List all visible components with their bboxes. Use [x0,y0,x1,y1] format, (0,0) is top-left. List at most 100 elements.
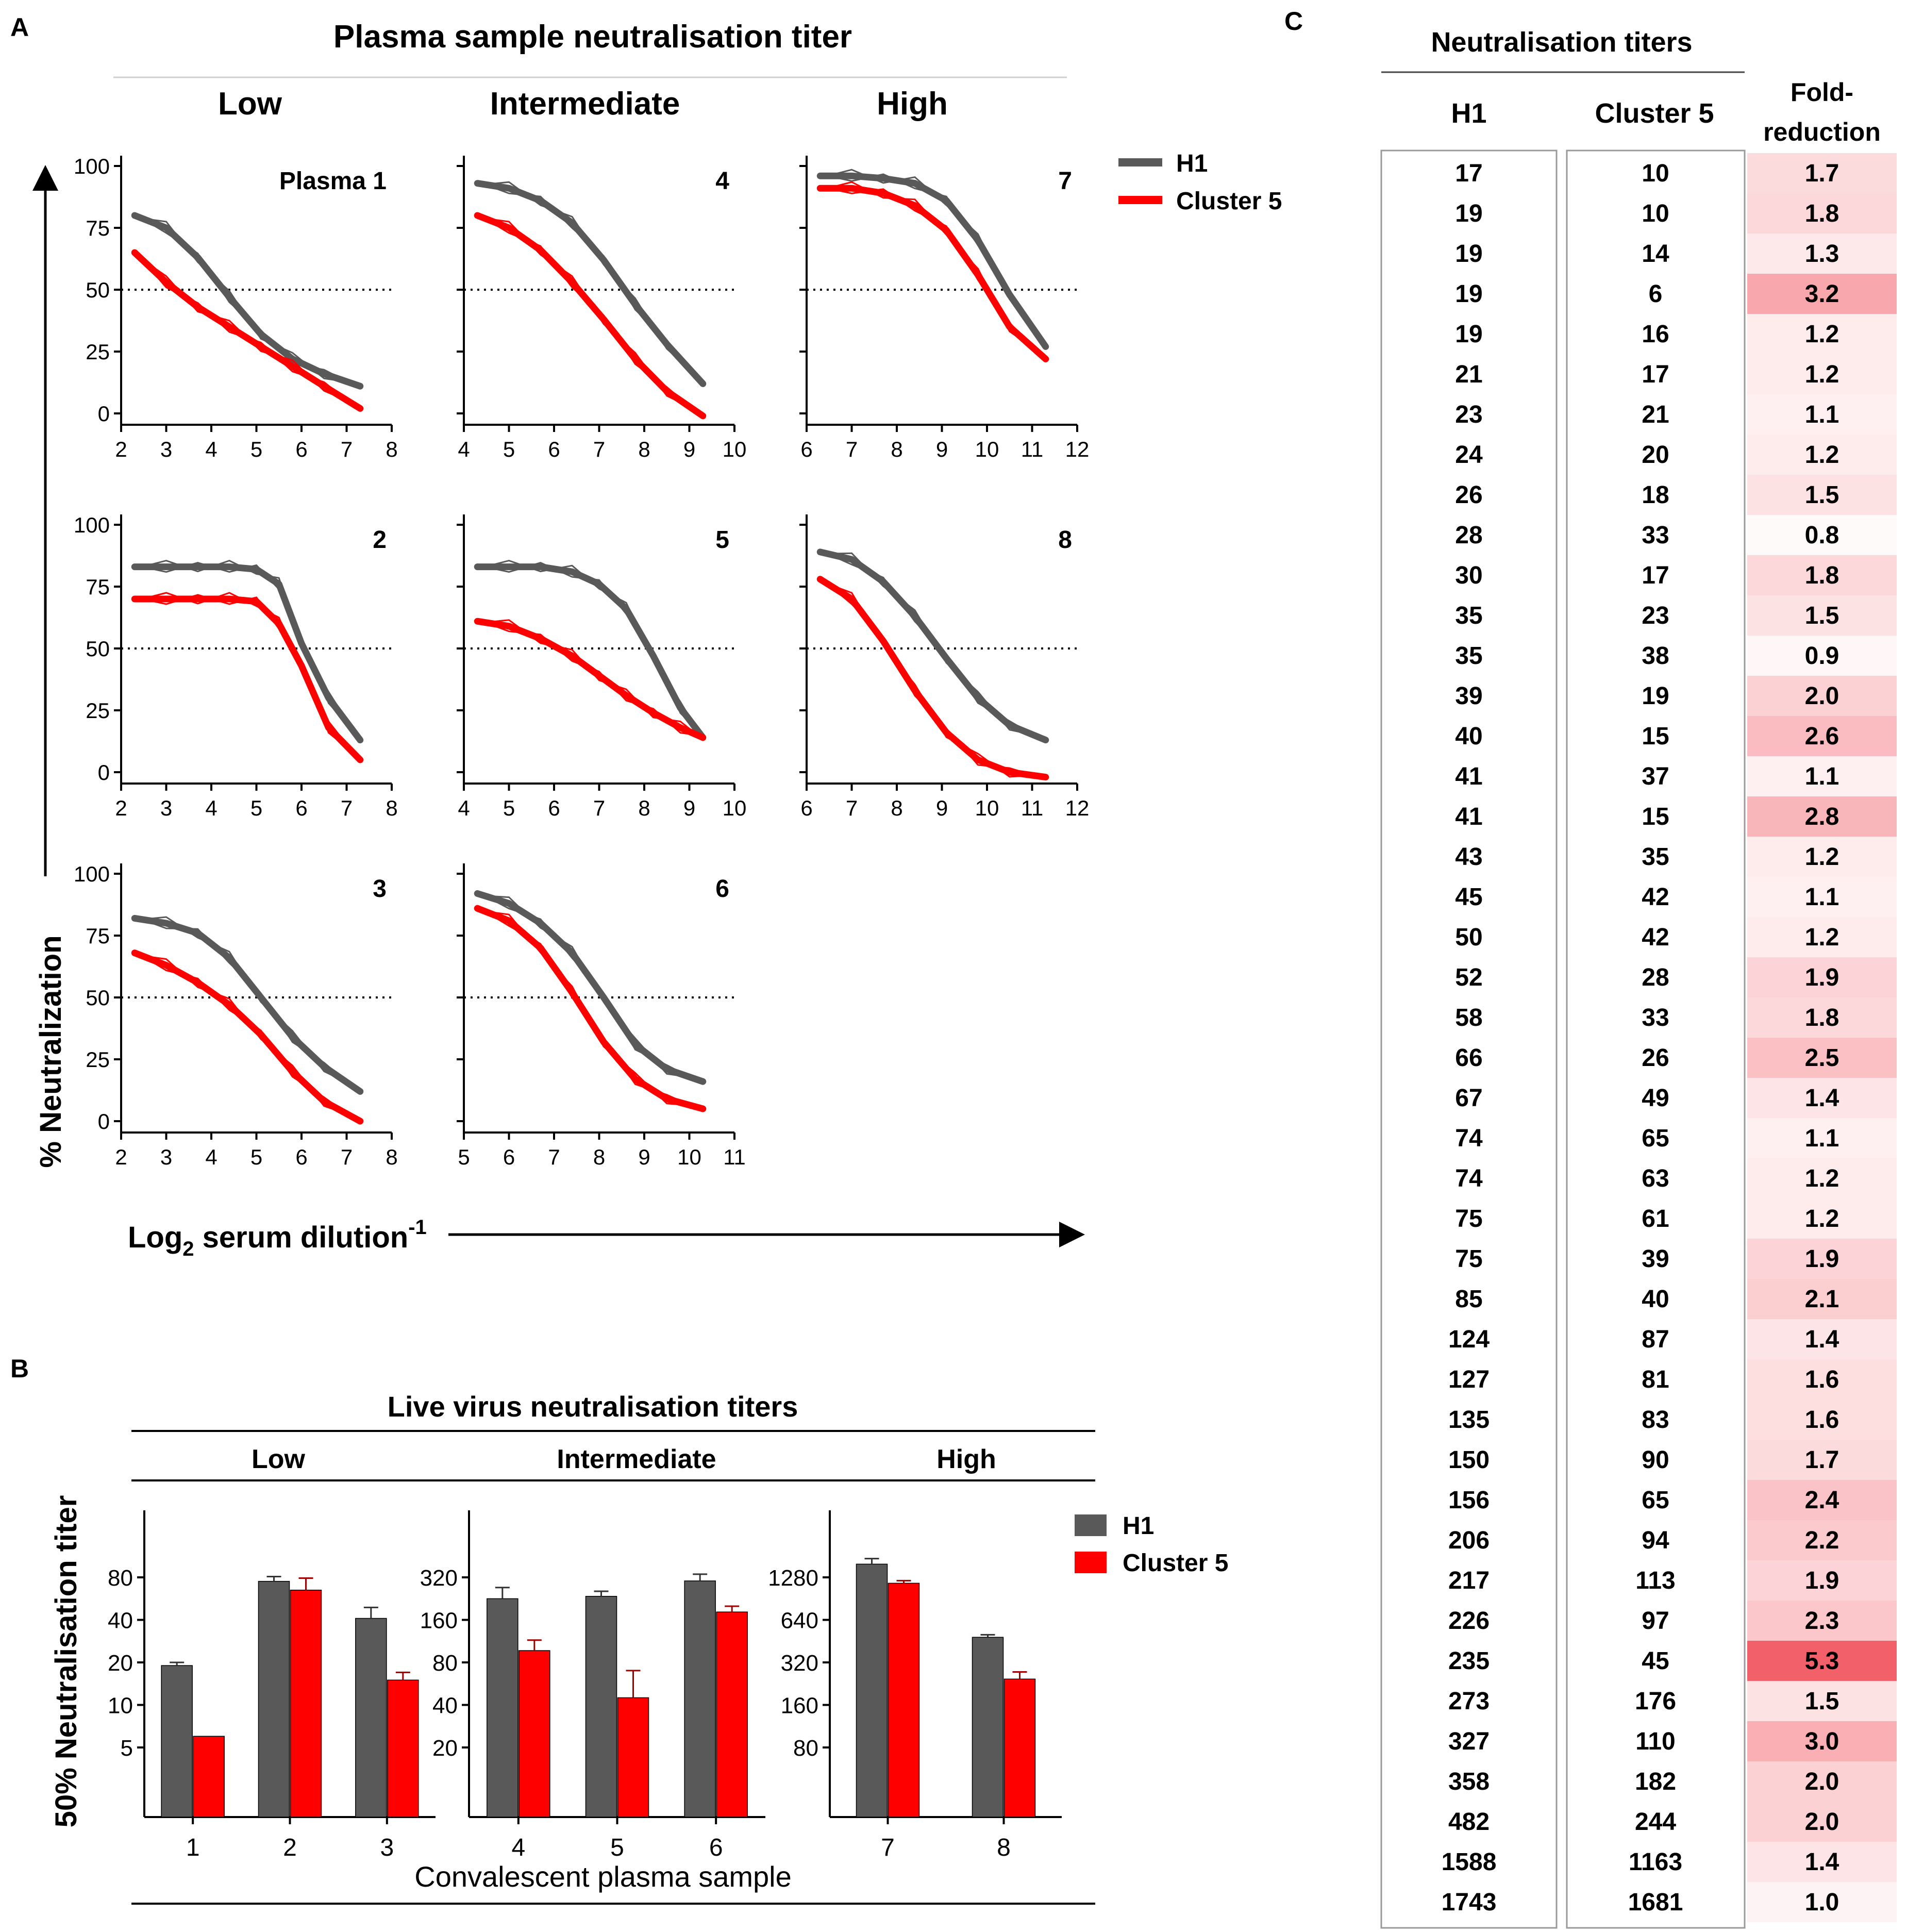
x-tick-label: 6 [709,1834,723,1861]
table-row: 41 15 2.8 [1455,796,1897,837]
series-line-h1 [474,180,707,387]
series-line-h1 [816,172,1049,350]
panel-b-title: Live virus neutralisation titers [388,1390,798,1423]
fold-heat-cell [1747,1279,1897,1319]
cluster5-titer: 33 [1642,1004,1669,1031]
series-line-cluster5 [474,905,707,1112]
fold-reduction: 1.8 [1805,562,1839,589]
panel-a-letter: A [10,13,29,42]
legend-b-cluster5-swatch [1075,1552,1107,1573]
x-tick-label: 5 [503,437,515,461]
y-tick-label: 160 [781,1693,818,1719]
panel-c-table: 17 10 1.7 19 10 1.8 19 14 1.3 19 6 3.2 19 16 1.2 21 17 1.… [1442,153,1897,1922]
table-row: 358 182 2.0 [1448,1761,1897,1802]
replicate-line-cluster5 [819,186,1046,362]
series-line-cluster5 [131,595,364,763]
x-tick-label: 8 [891,437,902,461]
fold-heat-cell [1747,1842,1897,1882]
fold-reduction: 1.5 [1805,1688,1839,1715]
series-line-h1 [474,563,707,741]
fold-reduction: 2.4 [1805,1487,1839,1514]
x-tick-label: 4 [205,1145,217,1169]
bar-cluster5-7 [888,1583,920,1818]
table-row: 235 45 5.3 [1448,1641,1897,1681]
h1-titer: 1743 [1442,1889,1497,1916]
fold-heat-cell [1747,1560,1897,1601]
x-tick-label: 3 [160,796,172,820]
y-tick-label: 100 [74,862,110,886]
fold-heat-cell [1747,1400,1897,1440]
plot-label: Plasma 1 [279,168,387,195]
y-tick-label: 25 [86,1047,110,1072]
table-row: 135 83 1.6 [1448,1400,1897,1440]
legend-b-cluster5-label: Cluster 5 [1123,1550,1228,1577]
cluster5-titer: 94 [1642,1527,1669,1554]
panel-b-ylabel: 50% Neutralisation titer [49,1495,83,1828]
y-tick-label: 320 [420,1565,458,1591]
h1-titer: 35 [1455,602,1482,629]
panel-c-header-fold-1: Fold- [1791,78,1853,107]
table-row: 74 65 1.1 [1455,1118,1897,1158]
h1-titer: 19 [1455,200,1482,227]
series-line-cluster5 [474,618,707,741]
curve-plot-4: 4 5 6 7 8 9 10 4 [457,156,746,461]
x-tick-label: 4 [511,1834,525,1861]
x-tick-label: 8 [638,796,650,820]
cluster5-titer: 42 [1642,924,1669,951]
x-tick-label: 5 [250,437,262,461]
h1-titer: 67 [1455,1085,1482,1112]
table-row: 50 42 1.2 [1455,917,1897,957]
h1-titer: 1588 [1442,1848,1497,1876]
x-tick-label: 6 [800,437,812,461]
x-tick-label: 3 [160,1145,172,1169]
replicate-line-h1 [477,560,704,740]
x-tick-label: 9 [683,796,695,820]
x-tick-label: 9 [638,1145,650,1169]
table-row: 1588 1163 1.4 [1442,1842,1897,1882]
y-tick-label: 40 [432,1693,458,1719]
x-tick-label: 7 [593,796,605,820]
fold-reduction: 1.4 [1805,1085,1839,1112]
fold-reduction: 1.2 [1805,361,1839,388]
h1-titer: 40 [1455,723,1482,750]
x-tick-label: 5 [503,796,515,820]
cluster5-titer: 63 [1642,1165,1669,1192]
x-tick-label: 7 [593,437,605,461]
table-row: 19 14 1.3 [1455,234,1897,274]
x-tick-label: 1 [186,1834,200,1861]
fold-heat-cell [1747,1480,1897,1520]
x-tick-label: 12 [1065,437,1090,461]
cluster5-titer: 17 [1642,361,1669,388]
panel-a-title: Plasma sample neutralisation titer [333,19,852,55]
x-tick-label: 8 [386,796,397,820]
series-line-h1 [816,548,1049,744]
panel-c-cluster5-column-box [1566,149,1746,1929]
cluster5-titer: 1681 [1628,1889,1683,1916]
h1-titer: 75 [1455,1245,1482,1273]
fold-reduction: 2.0 [1805,682,1839,710]
h1-titer: 41 [1455,763,1482,790]
bar-chart-high: 80 160 320 640 1280 7 8 [768,1510,1062,1861]
fold-reduction: 0.8 [1805,522,1839,549]
cluster5-titer: 61 [1642,1205,1669,1233]
fold-reduction: 1.2 [1805,1205,1839,1233]
fold-reduction: 1.2 [1805,441,1839,469]
plot-label: 6 [715,875,729,903]
h1-titer: 21 [1455,361,1482,388]
fold-heat-cell [1747,997,1897,1038]
y-tick-label: 20 [432,1736,458,1761]
fold-reduction: 1.4 [1805,1326,1839,1353]
x-tick-label: 6 [295,437,307,461]
table-row: 35 38 0.9 [1455,636,1897,676]
x-tick-label: 4 [205,437,217,461]
table-row: 43 35 1.2 [1455,837,1897,877]
legend-a-h1-label: H1 [1176,150,1208,177]
y-tick-label: 75 [86,216,110,240]
fold-heat-cell [1747,756,1897,796]
h1-titer: 74 [1455,1165,1483,1192]
panel-c-title: Neutralisation titers [1431,27,1692,58]
replicate-line-h1 [134,213,361,389]
curve-plot-7: 6 7 8 9 10 11 12 7 [799,156,1089,461]
